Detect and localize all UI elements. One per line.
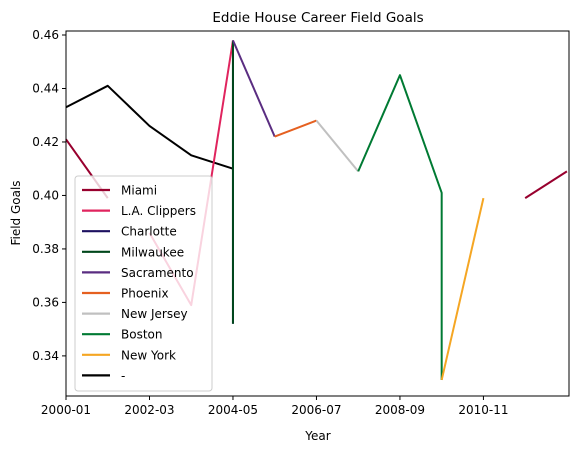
y-tick-label-1: 0.36 [32,295,59,309]
series-line-0 [65,84,234,170]
y-axis-label: Field Goals [9,180,23,245]
legend-items: Miami L.A. Clippers Charlotte Milwaukee Sacr… [82,184,196,383]
y-tick-label-0: 0.34 [32,349,59,363]
x-tick-label-5: 2010-11 [458,403,508,417]
legend-label-3: Milwaukee [121,245,184,259]
legend-box [74,175,213,392]
x-tick-label-1: 2002-03 [124,403,174,417]
x-tick-label-2: 2004-05 [208,403,258,417]
series-line-6 [232,39,276,138]
x-tick-label-3: 2006-07 [291,403,341,417]
series-line-7 [274,119,317,138]
legend-label-9: - [121,369,125,383]
x-axis-label: Year [304,429,330,443]
legend-label-6: New Jersey [121,307,188,321]
y-axis: 0.34 0.36 0.38 0.40 0.42 0.44 0.46 [32,28,66,363]
x-tick-label-0: 2000-01 [41,403,91,417]
series-line-8 [315,119,359,173]
x-tick-label-4: 2008-09 [375,403,425,417]
series-line-2 [524,170,568,199]
legend-label-5: Phoenix [121,287,169,301]
legend-label-4: Sacramento [121,266,194,280]
series-line-10 [440,197,485,381]
legend: Miami L.A. Clippers Charlotte Milwaukee Sacr… [74,175,213,392]
legend-label-0: Miami [121,184,157,198]
y-tick-label-2: 0.38 [32,242,59,256]
chart-title: Eddie House Career Field Goals [212,10,423,26]
y-tick-label-4: 0.42 [32,135,59,149]
legend-label-7: Boston [121,328,162,342]
series-line-9 [357,74,443,380]
y-tick-label-6: 0.46 [32,28,59,42]
legend-label-1: L.A. Clippers [121,204,196,218]
y-tick-label-5: 0.44 [32,81,59,95]
legend-label-2: Charlotte [121,225,177,239]
legend-label-8: New York [121,348,176,362]
plot-frame [65,30,570,397]
x-axis: 2000-01 2002-03 2004-05 2006-07 2008-09 2010-… [41,396,508,417]
y-tick-label-3: 0.40 [32,188,59,202]
